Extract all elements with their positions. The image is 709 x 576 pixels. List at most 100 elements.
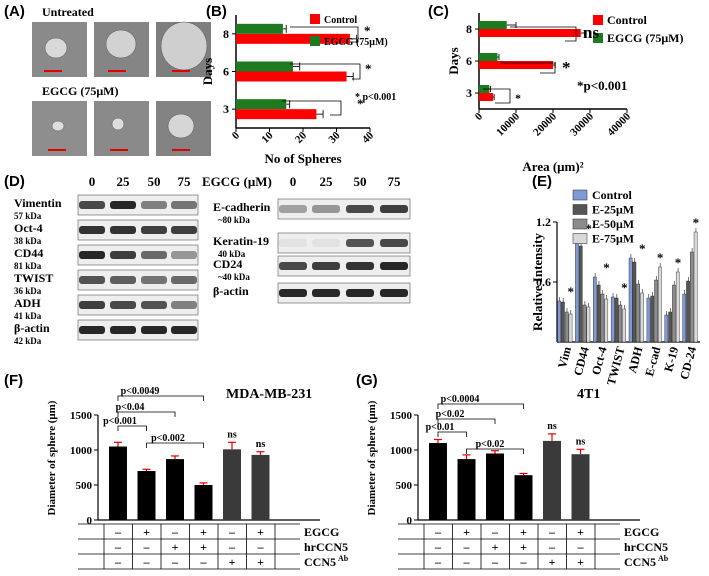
condition-cell: –	[434, 540, 442, 554]
bar	[668, 311, 672, 343]
y-axis-title: Diameter of sphere (μm)	[366, 400, 378, 515]
condition-cell: –	[577, 540, 585, 554]
bar	[640, 292, 644, 343]
bar	[564, 311, 569, 343]
molecular-weight: ~80 kDa	[218, 215, 250, 225]
protein-name: Keratin-19	[213, 234, 269, 248]
condition-label: EGCG	[624, 525, 659, 539]
significance-annotation: *	[364, 23, 371, 38]
molecular-weight: 41 kDa	[14, 311, 42, 321]
protein-name: Oct-4	[14, 221, 43, 235]
x-tick-label: ADH	[625, 345, 646, 375]
condition-cell: –	[548, 540, 556, 554]
legend-label: E-25μM	[592, 203, 634, 217]
condition-cell: –	[228, 540, 236, 554]
blot-strip	[77, 294, 199, 316]
protein-band	[110, 201, 136, 209]
protein-name: Vimentin	[14, 196, 62, 210]
condition-cell: +	[172, 540, 179, 554]
legend-label: EGCG (75μM)	[607, 31, 683, 45]
y-axis-title: Diameter of sphere (μm)	[46, 400, 58, 515]
sphere-egcg-2	[111, 117, 125, 131]
protein-band	[279, 205, 307, 213]
condition-cell: +	[229, 555, 236, 569]
y-tick-label: 500	[76, 480, 93, 492]
protein-band	[171, 276, 197, 284]
dose-label: 50	[354, 174, 367, 189]
untreated-label: Untreated	[42, 5, 94, 19]
protein-band	[380, 262, 408, 270]
condition-cell: –	[114, 540, 122, 554]
bar	[682, 293, 687, 343]
bar	[628, 257, 633, 343]
legend-label: Control	[607, 13, 647, 27]
protein-band	[312, 239, 340, 247]
blot-strip	[277, 198, 411, 220]
significance-annotation: ns	[547, 421, 557, 432]
significance-annotation: *	[693, 215, 700, 230]
bar	[578, 245, 583, 343]
y-axis-title: Relative Intensity	[530, 233, 545, 331]
protein-band	[346, 205, 374, 213]
protein-band	[110, 326, 136, 334]
x-tick-label: 30000	[568, 110, 596, 138]
condition-superscript: Ab	[338, 554, 349, 563]
y-tick-label: 1500	[70, 410, 93, 422]
legend-swatch	[310, 14, 320, 24]
panel-label-b: (B)	[206, 3, 227, 20]
protein-name: ADH	[14, 296, 41, 310]
protein-band	[141, 226, 167, 234]
blot-strip	[77, 269, 199, 291]
condition-cell: –	[257, 540, 265, 554]
y-tick-label: 1000	[390, 445, 413, 457]
condition-cell: –	[463, 540, 471, 554]
significance-annotation: *	[365, 61, 372, 76]
bar	[457, 459, 476, 520]
bar	[690, 251, 694, 343]
bar	[251, 454, 270, 520]
bar	[600, 293, 605, 343]
condition-cell: –	[171, 525, 179, 539]
bar	[479, 29, 581, 37]
p-value-label: p<0.02	[436, 409, 465, 420]
bar	[223, 449, 241, 520]
panel-label-c: (C)	[428, 3, 449, 20]
significance-bracket	[290, 26, 359, 43]
protein-name: CD24	[213, 257, 242, 271]
significance-bracket	[146, 442, 204, 448]
protein-name: E-cadherin	[213, 200, 271, 214]
protein-band	[79, 201, 105, 209]
bar	[479, 61, 553, 69]
sphere-egcg-1	[51, 120, 65, 132]
bar	[693, 231, 698, 343]
chart-g-4t1: 0 500 1000 1500 Diameter of sphere (μm) 4T1 ns…	[366, 387, 669, 570]
condition-superscript: Ab	[658, 554, 669, 563]
condition-cell: –	[491, 525, 499, 539]
protein-band	[346, 262, 374, 270]
bar	[646, 297, 651, 343]
bar	[575, 237, 579, 343]
condition-label: hrCCN5	[624, 540, 668, 554]
x-tick-label: 40000	[605, 110, 633, 138]
panel-a: Untreated EGCG (75μM)	[32, 5, 211, 156]
x-tick-label: 20	[293, 129, 310, 146]
protein-band	[141, 326, 167, 334]
significance-annotation: *	[675, 255, 682, 270]
blot-strip	[77, 219, 199, 241]
bar	[622, 308, 626, 343]
bar	[593, 276, 597, 343]
blot-strip	[277, 232, 411, 254]
legend-label: Control	[592, 188, 632, 202]
molecular-weight: 38 kDa	[14, 236, 42, 246]
protein-band	[279, 262, 307, 270]
bar	[486, 453, 504, 520]
dose-label: 75	[388, 174, 402, 189]
condition-cell: +	[492, 540, 499, 554]
significance-annotation: ns	[227, 429, 237, 440]
blot-strip	[77, 244, 199, 266]
significance-annotation: *	[568, 284, 575, 299]
legend-swatch	[572, 218, 588, 230]
x-tick-label: E-cad	[642, 345, 663, 378]
